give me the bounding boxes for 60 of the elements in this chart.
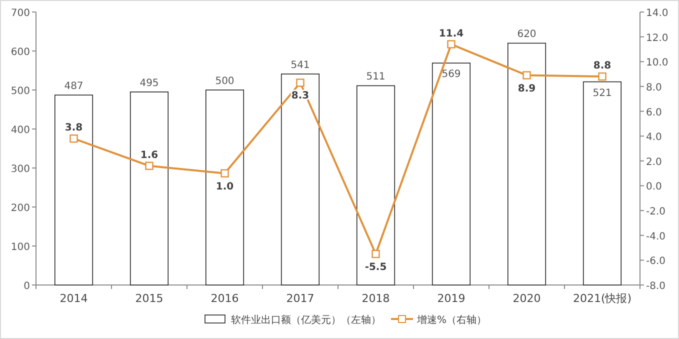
point [522, 71, 531, 80]
bar [356, 85, 396, 286]
data-label: 541 [290, 60, 310, 72]
data-label: 495 [140, 78, 159, 89]
y2-tick-label: -8.0 [646, 281, 666, 292]
y-tick-label: 500 [10, 86, 30, 97]
x-tick-label: 2015 [135, 292, 164, 305]
x-tick-label: 2018 [362, 292, 390, 305]
y2-tick-label: 2.0 [646, 156, 662, 168]
data-label: 569 [442, 69, 461, 80]
data-label: 3.8 [64, 122, 83, 134]
y2-tick-label: 4.0 [646, 132, 662, 144]
bar [205, 90, 244, 286]
x-tick-label: 2014 [60, 292, 88, 305]
data-label: 620 [517, 29, 536, 40]
y-tick-label: 700 [10, 8, 30, 19]
data-label: 487 [64, 81, 84, 92]
point [447, 40, 456, 48]
y2-tick-label: 12.0 [646, 32, 668, 44]
point [296, 78, 304, 87]
point [145, 162, 154, 170]
y-tick-label: 100 [10, 242, 30, 253]
y2-tick-label: -6.0 [646, 256, 666, 268]
y2-tick-label: 14.0 [646, 8, 668, 19]
data-label: 521 [592, 88, 612, 99]
point [220, 169, 229, 178]
point [70, 134, 78, 143]
bar [432, 62, 471, 286]
x-tick-label: 2020 [512, 292, 541, 305]
data-label: 8.8 [593, 60, 612, 72]
x-tick-label: 2019 [437, 292, 466, 305]
bar [130, 92, 169, 286]
y2-tick-label: -2.0 [646, 206, 666, 218]
data-label: 1.6 [140, 150, 158, 161]
x-tick-label: 2017 [286, 292, 314, 305]
y2-tick-label: 6.0 [646, 107, 662, 118]
y2-tick-label: 0.0 [646, 182, 662, 193]
y-tick-label: 300 [10, 164, 30, 175]
y-tick-label: 600 [10, 47, 30, 58]
bar [280, 74, 320, 286]
data-label: 511 [366, 72, 386, 83]
x-tick-label: 2016 [210, 292, 239, 305]
y2-tick-label: 10.0 [646, 58, 668, 69]
legend-label: 软件业出口额（亿美元）（左轴） [231, 314, 381, 326]
bar [54, 94, 94, 286]
data-label: 500 [215, 76, 234, 87]
data-label: 1.0 [216, 181, 234, 192]
y2-tick-label: -4.0 [646, 231, 666, 242]
y-tick-label: 200 [10, 203, 30, 214]
legend-label: 增速%（右轴） [416, 314, 487, 326]
y2-tick-label: 8.0 [646, 82, 662, 94]
data-label: 11.4 [438, 28, 464, 40]
point [372, 250, 380, 258]
point [598, 72, 606, 81]
bar [507, 42, 546, 286]
data-label: -5.5 [364, 262, 387, 273]
data-label: 8.9 [518, 83, 536, 94]
y-tick-label: 400 [10, 125, 30, 136]
x-tick-label: 2021(快报) [572, 292, 632, 305]
y-tick-label: 0 [24, 281, 30, 292]
